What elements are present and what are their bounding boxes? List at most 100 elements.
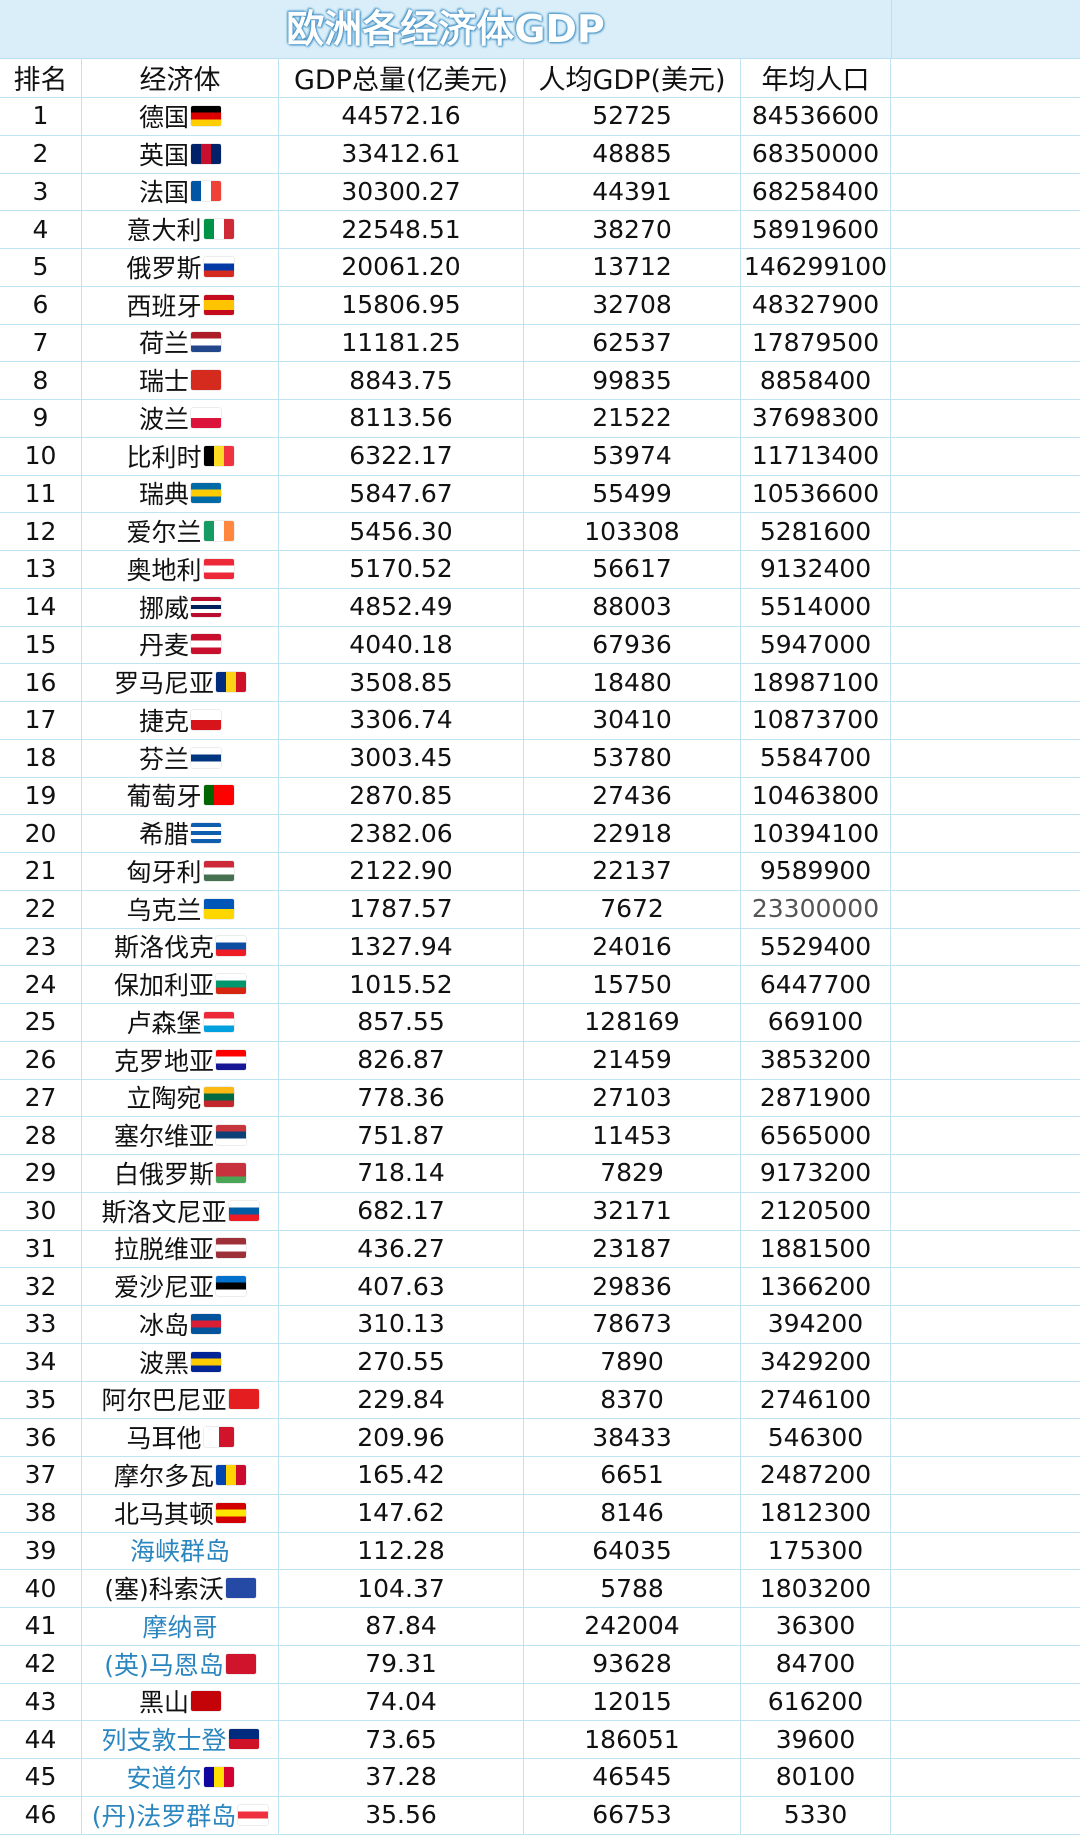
cell-text: 407.63: [357, 1271, 445, 1301]
flag-icon: [191, 181, 221, 202]
cell-text: 挪威: [138, 593, 189, 623]
cell-text: 18: [24, 743, 57, 773]
flag-icon: [228, 1389, 259, 1410]
table-cell: 5947000: [741, 625, 891, 664]
cell-text: 冰岛: [138, 1310, 189, 1340]
table-cell: 33: [0, 1305, 82, 1343]
cell-text: 37698300: [751, 403, 880, 433]
table-cell: 法国: [82, 172, 279, 211]
cell-text: 23: [24, 931, 57, 961]
cell-text: 46545: [592, 1762, 672, 1792]
table-cell: 27436: [524, 776, 741, 815]
cell-text: 北马其顿: [113, 1499, 214, 1529]
cell-text: 25: [24, 1007, 57, 1037]
table-cell: 751.87: [279, 1116, 524, 1154]
table-cell: 7672: [524, 889, 741, 928]
table-cell: [891, 512, 1080, 550]
table-cell: 爱尔兰: [82, 512, 279, 550]
cell-text: 15806.95: [341, 290, 461, 320]
flag-icon: [191, 1313, 221, 1334]
cell-text: 22918: [592, 818, 672, 848]
table-cell: 10463800: [741, 776, 891, 815]
cell-text: 2122.90: [349, 856, 453, 886]
cell-text: 意大利: [126, 216, 202, 246]
cell-text: 7829: [600, 1158, 664, 1188]
cell-text: 53974: [592, 441, 672, 471]
table-cell: 46: [0, 1795, 82, 1834]
table-row: 排名 经济体 GDP总量(亿美元) 人均GDP(美元) 年均人口: [0, 58, 1080, 98]
flag-icon: [216, 1464, 246, 1485]
cell-text: 38270: [592, 214, 672, 244]
table-cell: [891, 1456, 1080, 1494]
cell-text: 546300: [767, 1422, 864, 1452]
cell-text: 23300000: [751, 894, 880, 924]
cell-text: 22137: [592, 856, 672, 886]
table-cell: [891, 1343, 1080, 1381]
table-cell: [891, 1305, 1080, 1343]
cell-text: 32708: [592, 290, 672, 320]
cell-text: 857.55: [357, 1007, 445, 1037]
cell-text: 78673: [592, 1309, 672, 1339]
flag-icon: [203, 521, 234, 542]
cell-text: 乌克兰: [126, 895, 202, 925]
table-cell: 1787.57: [279, 889, 524, 928]
cell-text: 55499: [592, 478, 672, 508]
table-cell: [891, 1381, 1080, 1419]
table-row: 23 斯洛伐克 1327.94 24016 5529400: [0, 927, 1080, 967]
flag-icon: [216, 1502, 246, 1523]
cell-text: 2870.85: [349, 780, 453, 810]
table-cell: 30300.27: [279, 172, 524, 211]
table-row: 28 塞尔维亚 751.87 11453 6565000: [0, 1116, 1080, 1155]
cell-text: 3003.45: [349, 743, 453, 773]
table-row: 36 马耳他 209.96 38433 546300: [0, 1418, 1080, 1457]
table-cell: 112.28: [279, 1531, 524, 1570]
table-cell: 78673: [524, 1305, 741, 1343]
flag-icon: [191, 823, 221, 844]
table-row: 17 捷克 3306.74 30410 10873700: [0, 701, 1080, 740]
flag-icon: [216, 1276, 246, 1297]
cell-text: 安道尔: [126, 1763, 202, 1793]
table-cell: 36300: [741, 1607, 891, 1645]
cell-text: 28: [24, 1120, 57, 1150]
flag-icon: [191, 407, 221, 428]
cell-text: 21459: [592, 1045, 672, 1075]
table-cell: 46545: [524, 1758, 741, 1796]
cell-text: 3853200: [759, 1045, 872, 1075]
cell-text: 38433: [592, 1422, 672, 1452]
cell-text: 104.37: [357, 1573, 445, 1603]
table-cell: 葡萄牙: [82, 776, 279, 815]
table-cell: 21522: [524, 399, 741, 437]
table-cell: 1015.52: [279, 965, 524, 1003]
table-cell: 丹麦: [82, 625, 279, 664]
cell-text: 682.17: [357, 1196, 445, 1226]
cell-text: 242004: [584, 1611, 680, 1641]
table-row: 1 德国 44572.16 52725 84536600: [0, 97, 1080, 136]
table-cell: 38: [0, 1493, 82, 1532]
table-cell: [891, 210, 1080, 248]
cell-text: 马耳他: [126, 1424, 202, 1454]
table-cell: 39600: [741, 1720, 891, 1758]
table-cell: 29836: [524, 1267, 741, 1305]
table-cell: [891, 97, 1080, 135]
cell-text: 30300.27: [341, 176, 461, 206]
cell-text: 3: [32, 176, 49, 206]
cell-text: 58919600: [751, 214, 880, 244]
cell-text: 9173200: [759, 1158, 872, 1188]
cell-text: 12: [24, 516, 57, 546]
cell-text: 4040.18: [349, 629, 453, 659]
table-cell: [891, 58, 1080, 97]
cell-text: 88003: [592, 592, 672, 622]
cell-text: 103308: [584, 516, 680, 546]
table-row: 6 西班牙 15806.95 32708 48327900: [0, 285, 1080, 325]
cell-text: 8146: [600, 1498, 664, 1528]
flag-icon: [191, 634, 221, 655]
table-cell: 40: [0, 1569, 82, 1607]
cell-text: 卢森堡: [126, 1008, 202, 1038]
table-row: 39 海峡群岛 112.28 64035 175300: [0, 1531, 1080, 1571]
table-row: 44 列支敦士登 73.65 186051 39600: [0, 1720, 1080, 1759]
table-cell: 38433: [524, 1418, 741, 1456]
table-cell: 9173200: [741, 1154, 891, 1192]
cell-text: GDP总量(亿美元): [293, 65, 509, 96]
table-cell: 12015: [524, 1682, 741, 1721]
table-row: 8 瑞士 8843.75 99835 8858400: [0, 361, 1080, 400]
